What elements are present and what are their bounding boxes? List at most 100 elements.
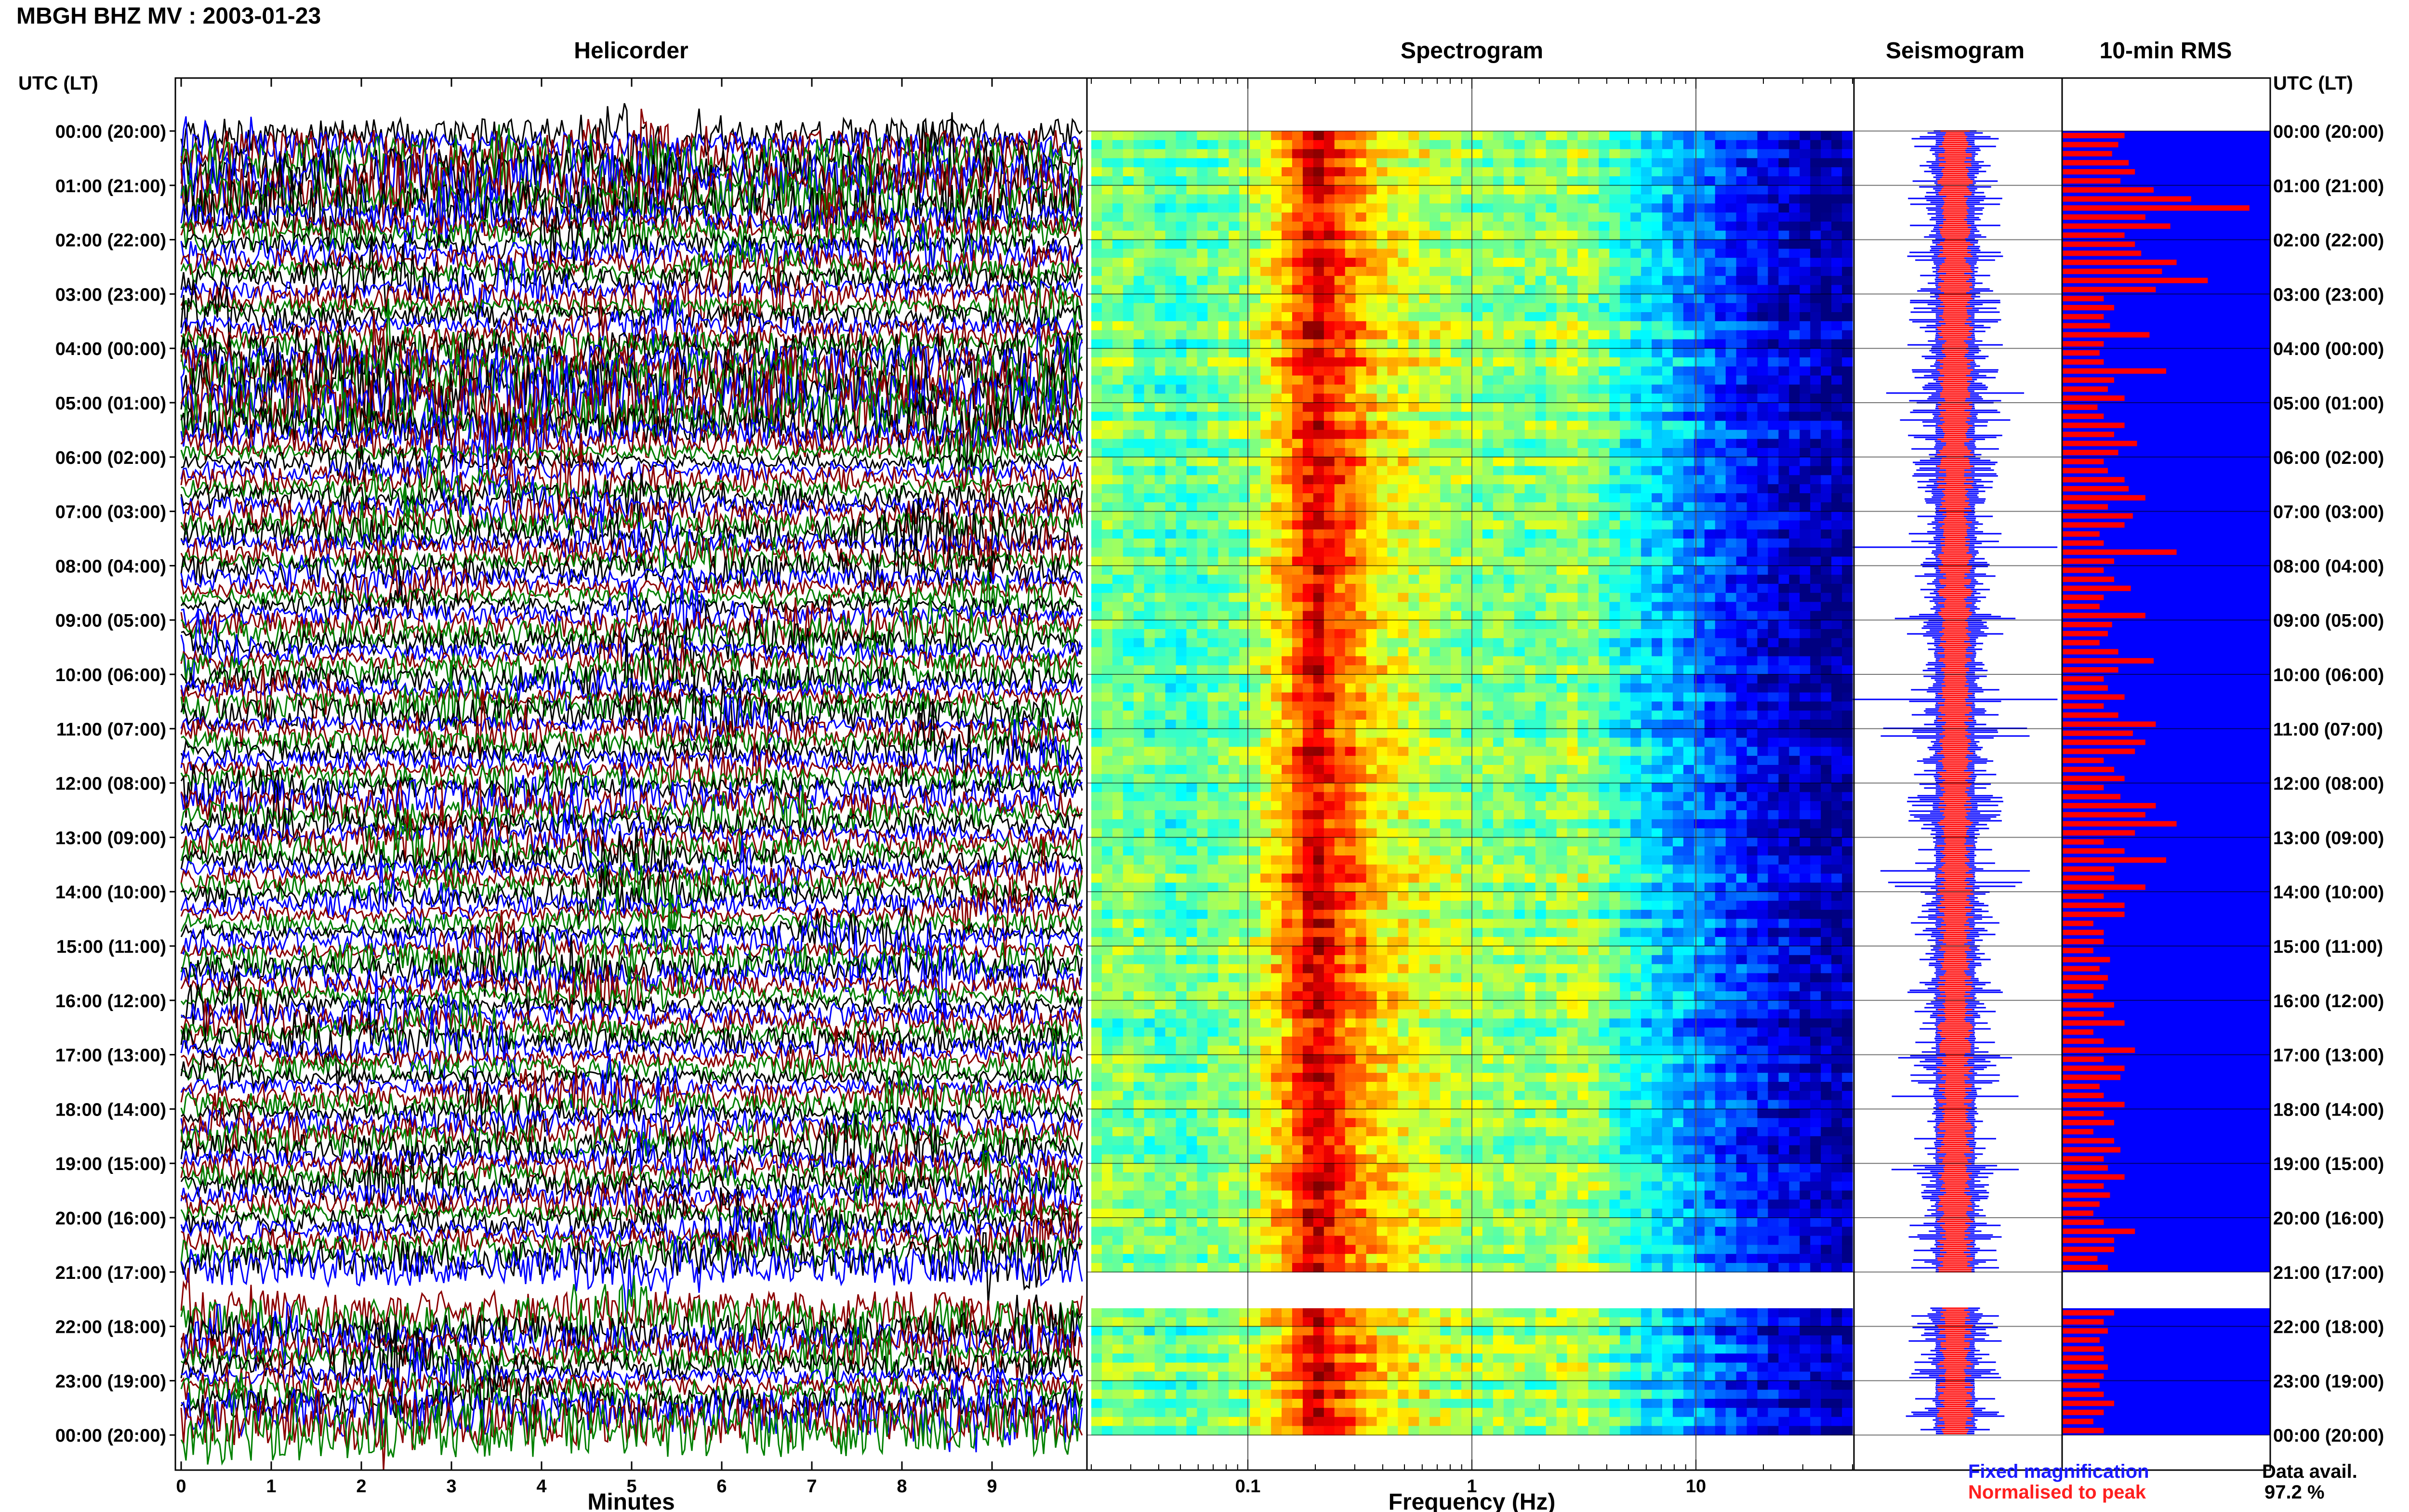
spectrogram-cell [1154,701,1166,711]
spectrogram-cell [1652,629,1663,639]
spectrogram-cell [1292,303,1303,313]
spectrogram-cell [1186,239,1197,249]
spectrogram-cell [1683,575,1694,584]
spectrogram-cell [1630,475,1641,485]
spectrogram-cell [1091,421,1102,430]
spectrogram-cell [1101,728,1113,738]
spectrogram-cell [1250,258,1261,267]
spectrogram-cell [1789,140,1800,150]
spectrogram-cell [1789,384,1800,394]
spectrogram-cell [1778,493,1789,503]
spectrogram-cell [1641,602,1652,611]
spectrogram-cell [1810,194,1821,204]
spectrogram-cell [1662,384,1673,394]
spectrogram-cell [1091,620,1102,630]
spectrogram-cell [1218,222,1229,231]
spectrogram-cell [1229,330,1240,340]
spectrogram-cell [1725,258,1737,267]
spectrogram-cell [1345,539,1356,548]
spectrogram-cell [1683,502,1694,512]
spectrogram-cell [1302,212,1314,222]
spectrogram-cell [1514,529,1525,539]
spectrogram-cell [1377,357,1388,367]
spectrogram-cell [1725,692,1737,702]
spectrogram-cell [1345,375,1356,385]
spectrogram-cell [1599,131,1610,141]
spectrogram-cell [1430,185,1441,195]
spectrogram-cell [1725,475,1737,485]
spectrogram-cell [1503,267,1515,276]
spectrogram-cell [1789,149,1800,158]
spectrogram-cell [1641,457,1652,467]
spectrogram-cell [1239,692,1250,702]
spectrogram-cell [1260,321,1271,331]
spectrogram-cell [1514,394,1525,403]
spectrogram-cell [1747,520,1758,530]
spectrogram-cell [1493,421,1504,430]
spectrogram-cell [1800,276,1811,286]
spectrogram-cell [1176,701,1187,711]
spectrogram-cell [1218,185,1229,195]
spectrogram-cell [1123,439,1134,448]
spectrogram-cell [1144,674,1155,684]
spectrogram-cell [1577,475,1588,485]
spectrogram-cell [1472,230,1483,240]
spectrogram-cell [1778,466,1789,475]
spectrogram-cell [1408,321,1419,331]
spectrogram-cell [1821,411,1832,421]
spectrogram-cell [1503,547,1515,557]
spectrogram-cell [1620,502,1631,512]
spectrogram-cell [1345,303,1356,313]
spectrogram-cell [1229,249,1240,258]
spectrogram-cell [1377,737,1388,747]
spectrogram-cell [1366,701,1377,711]
spectrogram-cell [1154,357,1166,367]
spectrogram-cell [1514,520,1525,530]
spectrogram-cell [1789,565,1800,575]
spectrogram-cell [1154,674,1166,684]
spectrogram-cell [1239,448,1250,458]
spectrogram-cell [1630,267,1641,276]
spectrogram-cell [1398,692,1409,702]
spectrogram-cell [1144,620,1155,630]
spectrogram-cell [1757,348,1768,358]
spectrogram-cell [1472,312,1483,322]
spectrogram-cell [1620,249,1631,258]
spectrogram-cell [1461,520,1472,530]
spectrogram-cell [1704,312,1716,322]
spectrogram-cell [1419,665,1430,675]
spectrogram-cell [1778,194,1789,204]
spectrogram-cell [1355,701,1367,711]
spectrogram-cell [1800,140,1811,150]
spectrogram-cell [1821,366,1832,376]
helicorder-trace [180,1214,1083,1275]
spectrogram-cell [1567,276,1578,286]
spectrogram-cell [1197,502,1208,512]
spectrogram-cell [1630,403,1641,412]
spectrogram-cell [1768,728,1779,738]
spectrogram-cell [1218,692,1229,702]
spectrogram-cell [1789,285,1800,294]
spectrogram-cell [1430,258,1441,267]
spectrogram-cell [1599,230,1610,240]
spectrogram-cell [1842,611,1853,620]
spectrogram-cell [1239,239,1250,249]
spectrogram-cell [1451,294,1462,303]
spectrogram-cell [1377,502,1388,512]
spectrogram-cell [1821,239,1832,249]
spectrogram-cell [1144,149,1155,158]
spectrogram-cell [1133,421,1145,430]
spectrogram-cell [1260,592,1271,603]
helicorder-trace [180,1341,1083,1446]
spectrogram-cell [1725,539,1737,548]
spectrogram-cell [1377,131,1388,141]
spectrogram-cell [1694,312,1705,322]
spectrogram-cell [1694,584,1705,593]
spectrogram-cell [1641,701,1652,711]
spectrogram-cell [1662,258,1673,267]
spectrogram-cell [1620,656,1631,666]
spectrogram-cell [1430,701,1441,711]
spectrogram-cell [1101,222,1113,231]
spectrogram-cell [1704,185,1716,195]
spectrogram-cell [1218,493,1229,503]
